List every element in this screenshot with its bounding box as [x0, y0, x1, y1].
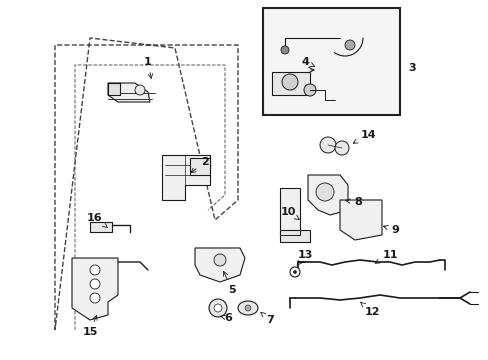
Circle shape	[90, 279, 100, 289]
Bar	[263, 8, 399, 115]
Circle shape	[214, 254, 225, 266]
Circle shape	[90, 293, 100, 303]
Text: 2: 2	[190, 157, 208, 173]
Text: 16: 16	[87, 213, 107, 228]
Polygon shape	[195, 248, 244, 282]
Text: 5: 5	[223, 271, 235, 295]
Circle shape	[319, 137, 335, 153]
Text: 10: 10	[280, 207, 299, 220]
Polygon shape	[339, 200, 381, 240]
Text: 6: 6	[221, 313, 231, 323]
Text: 1: 1	[144, 57, 152, 78]
Polygon shape	[162, 155, 209, 200]
Polygon shape	[271, 72, 309, 95]
Circle shape	[244, 305, 250, 311]
Text: 14: 14	[352, 130, 375, 143]
Circle shape	[90, 265, 100, 275]
Circle shape	[281, 46, 288, 54]
Text: 12: 12	[360, 302, 379, 317]
Polygon shape	[108, 83, 150, 102]
Circle shape	[293, 270, 296, 274]
Polygon shape	[280, 188, 299, 235]
Text: 8: 8	[345, 197, 361, 207]
Circle shape	[334, 141, 348, 155]
Circle shape	[208, 299, 226, 317]
Text: 7: 7	[260, 312, 273, 325]
Text: 3: 3	[407, 63, 415, 73]
Text: 4: 4	[301, 57, 314, 67]
Polygon shape	[90, 222, 112, 232]
Polygon shape	[280, 230, 309, 242]
Circle shape	[315, 183, 333, 201]
Circle shape	[289, 267, 299, 277]
Text: 9: 9	[383, 225, 398, 235]
Polygon shape	[190, 158, 209, 175]
Text: 11: 11	[374, 250, 397, 263]
Circle shape	[304, 84, 315, 96]
Polygon shape	[307, 175, 347, 215]
Circle shape	[282, 74, 297, 90]
Ellipse shape	[238, 301, 258, 315]
Circle shape	[135, 85, 145, 95]
Polygon shape	[72, 258, 118, 320]
Polygon shape	[108, 83, 120, 95]
Circle shape	[214, 304, 222, 312]
Circle shape	[345, 40, 354, 50]
Text: 13: 13	[297, 250, 312, 265]
Text: 15: 15	[82, 315, 98, 337]
